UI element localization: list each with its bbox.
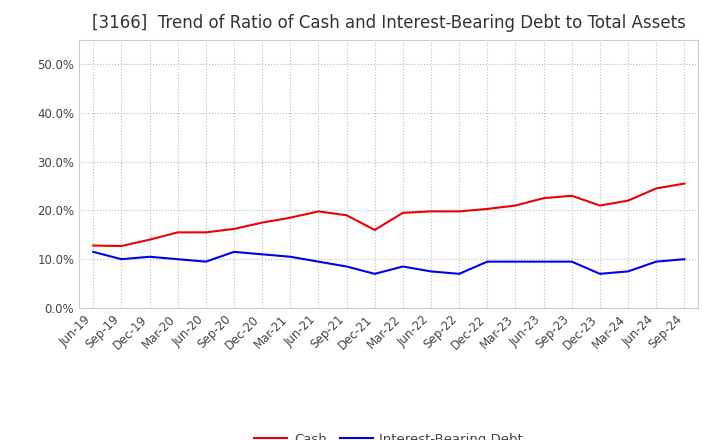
Cash	[511, 203, 520, 208]
Interest-Bearing Debt	[399, 264, 408, 269]
Interest-Bearing Debt	[89, 249, 98, 254]
Line: Cash: Cash	[94, 183, 684, 246]
Legend: Cash, Interest-Bearing Debt: Cash, Interest-Bearing Debt	[249, 427, 528, 440]
Interest-Bearing Debt	[427, 269, 436, 274]
Cash	[174, 230, 182, 235]
Cash	[595, 203, 604, 208]
Cash	[258, 220, 266, 225]
Interest-Bearing Debt	[145, 254, 154, 260]
Interest-Bearing Debt	[174, 257, 182, 262]
Interest-Bearing Debt	[483, 259, 492, 264]
Cash	[680, 181, 688, 186]
Cash	[427, 209, 436, 214]
Cash	[399, 210, 408, 216]
Cash	[117, 243, 126, 249]
Interest-Bearing Debt	[567, 259, 576, 264]
Cash	[89, 243, 98, 248]
Cash	[483, 206, 492, 212]
Cash	[370, 227, 379, 233]
Interest-Bearing Debt	[230, 249, 238, 254]
Interest-Bearing Debt	[202, 259, 210, 264]
Cash	[342, 213, 351, 218]
Cash	[202, 230, 210, 235]
Interest-Bearing Debt	[258, 252, 266, 257]
Interest-Bearing Debt	[286, 254, 294, 260]
Line: Interest-Bearing Debt: Interest-Bearing Debt	[94, 252, 684, 274]
Interest-Bearing Debt	[117, 257, 126, 262]
Cash	[455, 209, 464, 214]
Cash	[624, 198, 632, 203]
Interest-Bearing Debt	[652, 259, 660, 264]
Interest-Bearing Debt	[314, 259, 323, 264]
Interest-Bearing Debt	[370, 271, 379, 276]
Cash	[230, 226, 238, 231]
Interest-Bearing Debt	[511, 259, 520, 264]
Cash	[652, 186, 660, 191]
Cash	[314, 209, 323, 214]
Interest-Bearing Debt	[539, 259, 548, 264]
Interest-Bearing Debt	[455, 271, 464, 276]
Title: [3166]  Trend of Ratio of Cash and Interest-Bearing Debt to Total Assets: [3166] Trend of Ratio of Cash and Intere…	[92, 15, 685, 33]
Cash	[145, 237, 154, 242]
Interest-Bearing Debt	[624, 269, 632, 274]
Interest-Bearing Debt	[342, 264, 351, 269]
Cash	[567, 193, 576, 198]
Interest-Bearing Debt	[595, 271, 604, 276]
Cash	[286, 215, 294, 220]
Interest-Bearing Debt	[680, 257, 688, 262]
Cash	[539, 195, 548, 201]
